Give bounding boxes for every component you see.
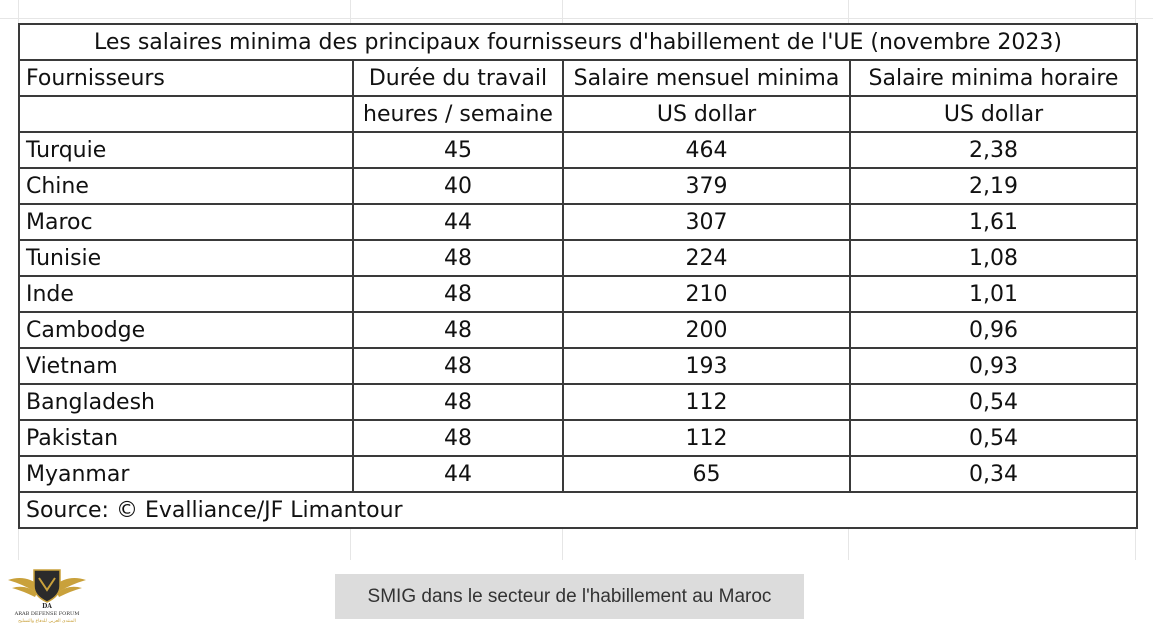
cell-hours: 48	[352, 383, 564, 421]
winged-shield-logo-icon: DA ARAB DEFENSE FORUM المنتدى العربي للد…	[6, 566, 88, 626]
table-row: Maroc 44 307 1,61	[18, 203, 1138, 241]
table-row: Myanmar 44 65 0,34	[18, 455, 1138, 493]
sheet-gridline	[0, 18, 1153, 19]
cell-hours: 48	[352, 311, 564, 349]
header-row: Fournisseurs Durée du travail Salaire me…	[18, 59, 1138, 97]
cell-country: Tunisie	[18, 239, 354, 277]
header-duree-travail: Durée du travail	[352, 59, 564, 97]
header-fournisseurs: Fournisseurs	[18, 59, 354, 97]
unit-salaire-mensuel: US dollar	[562, 95, 851, 133]
cell-monthly-wage: 193	[562, 347, 851, 385]
header-salaire-horaire: Salaire minima horaire	[849, 59, 1138, 97]
unit-fournisseurs	[18, 95, 354, 133]
cell-country: Inde	[18, 275, 354, 313]
header-salaire-mensuel: Salaire mensuel minima	[562, 59, 851, 97]
cell-hourly-wage: 1,61	[849, 203, 1138, 241]
wage-table: Les salaires minima des principaux fourn…	[18, 23, 1138, 529]
table-row: Inde 48 210 1,01	[18, 275, 1138, 313]
cell-country: Chine	[18, 167, 354, 205]
cell-monthly-wage: 379	[562, 167, 851, 205]
table-row: Vietnam 48 193 0,93	[18, 347, 1138, 385]
cell-hours: 45	[352, 131, 564, 169]
image-caption: SMIG dans le secteur de l'habillement au…	[335, 574, 804, 619]
unit-salaire-horaire: US dollar	[849, 95, 1138, 133]
table-row: Bangladesh 48 112 0,54	[18, 383, 1138, 421]
cell-hourly-wage: 0,34	[849, 455, 1138, 493]
cell-country: Vietnam	[18, 347, 354, 385]
table-row: Turquie 45 464 2,38	[18, 131, 1138, 169]
cell-hours: 48	[352, 347, 564, 385]
table-source: Source: © Evalliance/JF Limantour	[18, 491, 1138, 529]
cell-hourly-wage: 0,96	[849, 311, 1138, 349]
cell-hours: 48	[352, 275, 564, 313]
table-row: Chine 40 379 2,19	[18, 167, 1138, 205]
cell-monthly-wage: 112	[562, 419, 851, 457]
cell-monthly-wage: 112	[562, 383, 851, 421]
cell-country: Maroc	[18, 203, 354, 241]
cell-hourly-wage: 1,08	[849, 239, 1138, 277]
cell-monthly-wage: 65	[562, 455, 851, 493]
cell-monthly-wage: 464	[562, 131, 851, 169]
cell-hours: 44	[352, 203, 564, 241]
cell-hourly-wage: 2,38	[849, 131, 1138, 169]
table-title: Les salaires minima des principaux fourn…	[18, 23, 1138, 61]
table-row: Tunisie 48 224 1,08	[18, 239, 1138, 277]
cell-hours: 48	[352, 239, 564, 277]
units-row: heures / semaine US dollar US dollar	[18, 95, 1138, 133]
cell-country: Cambodge	[18, 311, 354, 349]
table-row: Pakistan 48 112 0,54	[18, 419, 1138, 457]
cell-monthly-wage: 224	[562, 239, 851, 277]
cell-country: Myanmar	[18, 455, 354, 493]
cell-monthly-wage: 210	[562, 275, 851, 313]
cell-monthly-wage: 307	[562, 203, 851, 241]
table-row: Cambodge 48 200 0,96	[18, 311, 1138, 349]
cell-hours: 48	[352, 419, 564, 457]
cell-monthly-wage: 200	[562, 311, 851, 349]
unit-duree-travail: heures / semaine	[352, 95, 564, 133]
cell-hourly-wage: 0,54	[849, 383, 1138, 421]
cell-hours: 44	[352, 455, 564, 493]
cell-hourly-wage: 2,19	[849, 167, 1138, 205]
source-row: Source: © Evalliance/JF Limantour	[18, 491, 1138, 529]
cell-hourly-wage: 0,93	[849, 347, 1138, 385]
table-title-row: Les salaires minima des principaux fourn…	[18, 23, 1138, 61]
cell-country: Bangladesh	[18, 383, 354, 421]
cell-country: Turquie	[18, 131, 354, 169]
cell-country: Pakistan	[18, 419, 354, 457]
cell-hourly-wage: 0,54	[849, 419, 1138, 457]
svg-text:DA: DA	[42, 603, 52, 610]
cell-hourly-wage: 1,01	[849, 275, 1138, 313]
svg-text:المنتدى العربي للدفاع والتسليح: المنتدى العربي للدفاع والتسليح	[18, 619, 76, 624]
svg-text:ARAB DEFENSE FORUM: ARAB DEFENSE FORUM	[14, 611, 80, 617]
cell-hours: 40	[352, 167, 564, 205]
